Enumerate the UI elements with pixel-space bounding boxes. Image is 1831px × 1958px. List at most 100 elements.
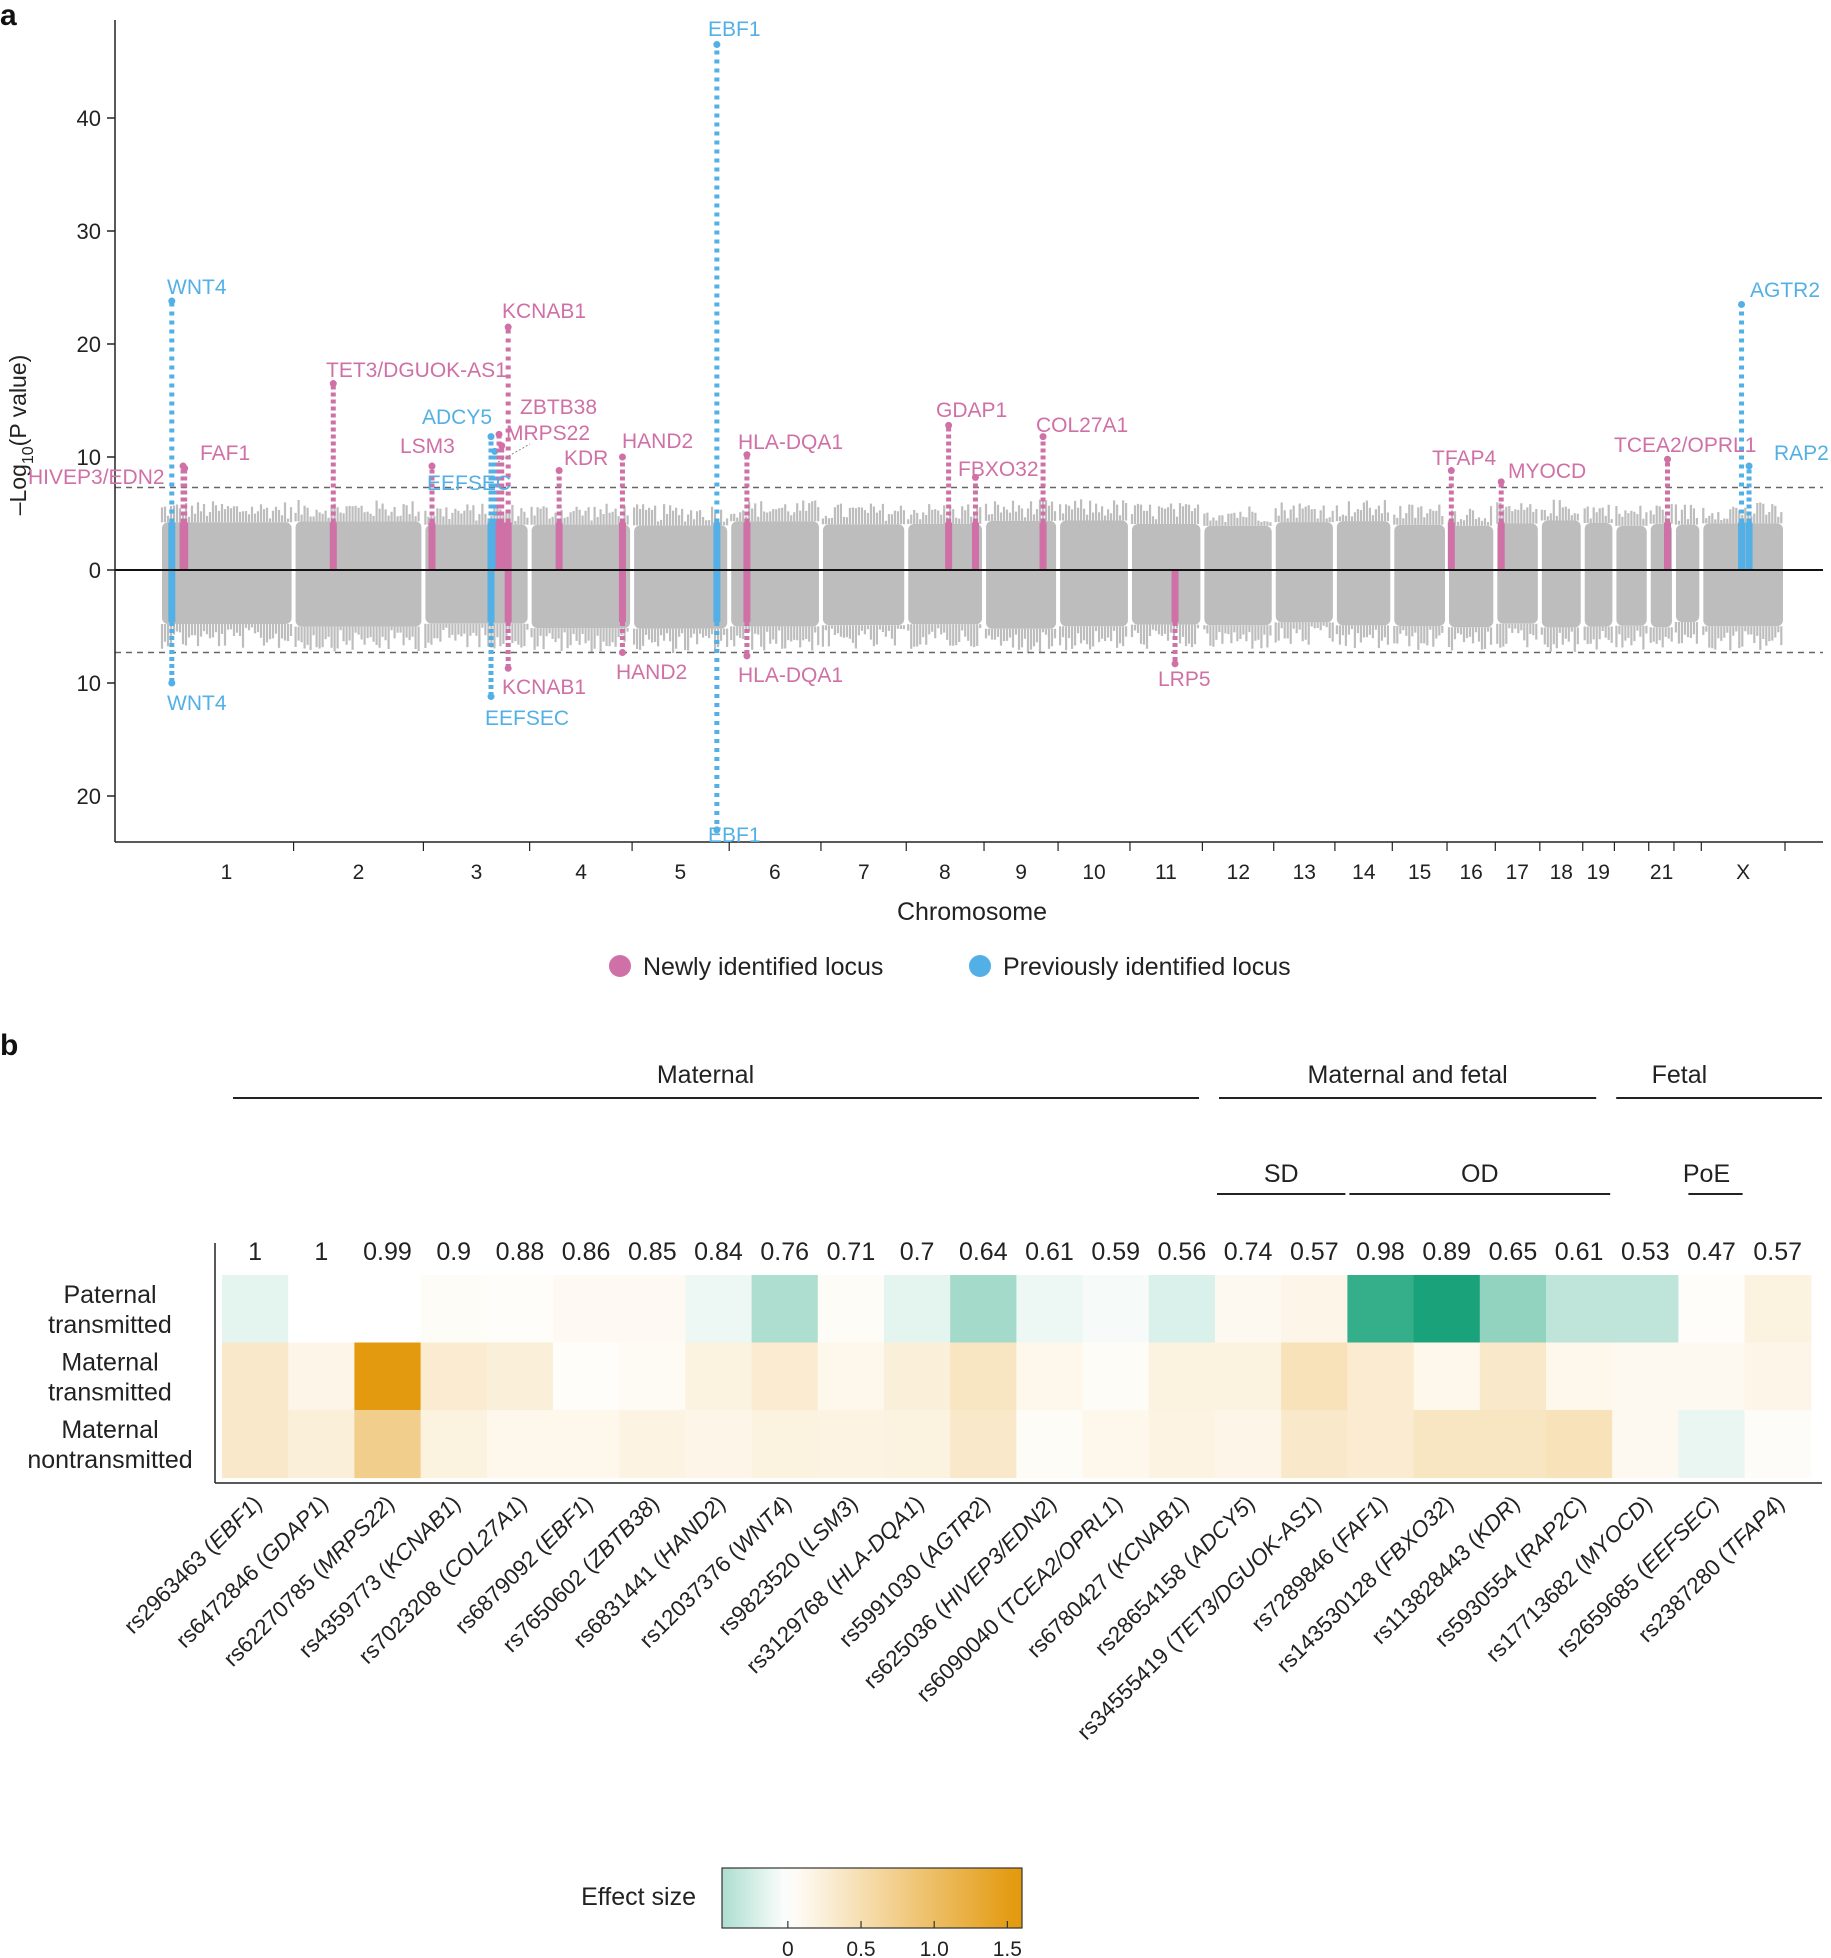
- gene-label-bottom-lrp5: LRP5: [1158, 668, 1211, 691]
- column-gene: TCEA2/OPRL1: [996, 1496, 1122, 1622]
- row-label-line1: Maternal: [61, 1348, 158, 1376]
- locus-peak-col27a1: [1039, 433, 1047, 441]
- chromosome-band-4: [531, 524, 631, 629]
- locus-peak-tcea2/oprl1: [1664, 455, 1672, 463]
- gene-label-bottom-hla-dqa1: HLA-DQA1: [738, 664, 843, 687]
- legend: Newly identified locus Previously identi…: [609, 953, 1291, 981]
- heatmap-cell: [817, 1410, 885, 1479]
- heatmap-cell: [1281, 1342, 1348, 1411]
- locus-bar-eefsec: [487, 570, 495, 622]
- heatmap-cell: [354, 1410, 422, 1479]
- locus-bar-hla-dqa1: [743, 570, 751, 622]
- heatmap-cell: [1148, 1275, 1216, 1344]
- chromosome-band-8: [908, 523, 983, 625]
- x-tick-label-7: 7: [858, 861, 870, 884]
- posterior-value: 0.64: [959, 1238, 1008, 1266]
- posterior-value: 0.53: [1621, 1238, 1670, 1266]
- x-tick-label-21: 21: [1650, 861, 1673, 884]
- column-snp: rs34555419 (: [1072, 1633, 1184, 1745]
- heatmap-cell: [1479, 1410, 1547, 1479]
- heatmap-cell: [288, 1275, 355, 1344]
- heatmap-cell: [619, 1275, 686, 1344]
- gene-label-top-faf1: FAF1: [200, 442, 250, 465]
- x-tick-label-1: 1: [221, 861, 233, 884]
- chromosome-band-X: [1703, 523, 1783, 627]
- heatmap-cell: [1678, 1342, 1746, 1411]
- heatmap-cell: [1744, 1410, 1812, 1479]
- heatmap-cell: [1082, 1410, 1150, 1479]
- gene-label-top-adcy5: ADCY5: [422, 406, 492, 429]
- gene-label-top-hand2: HAND2: [622, 430, 693, 453]
- chromosome-scatter-11: [1130, 503, 1200, 649]
- heatmap-cell: [1016, 1410, 1084, 1479]
- locus-peak-lsm3: [428, 462, 436, 470]
- posterior-value: 0.88: [496, 1238, 545, 1266]
- gene-label-top-kcnab1: KCNAB1: [502, 300, 586, 323]
- heatmap-cell: [222, 1410, 289, 1479]
- locus-bar-ebf1: [713, 522, 721, 570]
- chromosome-band-16: [1449, 525, 1494, 628]
- gene-label-top-hivep3/edn2: HIVEP3/EDN2: [28, 466, 165, 489]
- chromosome-scatter-17: [1496, 502, 1538, 648]
- group-label-1: Maternal and fetal: [1308, 1061, 1508, 1089]
- heatmap-cell: [1546, 1342, 1613, 1411]
- gene-label-top-tet3/dguok-as1: TET3/DGUOK-AS1: [326, 359, 507, 382]
- heatmap-cell: [553, 1275, 620, 1344]
- locus-peak-zbtb38: [495, 430, 503, 438]
- posterior-value: 0.85: [628, 1238, 677, 1266]
- chromosome-band-22: [1675, 524, 1700, 622]
- chromosome-band-17: [1497, 523, 1538, 624]
- gene-label-top-eefsec: EEFSEC: [427, 472, 511, 495]
- y-tick-label: 0: [89, 558, 101, 583]
- posterior-value: 0.9: [436, 1238, 471, 1266]
- locus-peak-hla-dqa1: [743, 451, 751, 459]
- chromosome-scatter-6: [730, 500, 820, 651]
- heatmap-cell: [1744, 1342, 1812, 1411]
- locus-peak-hla-dqa1: [743, 652, 751, 660]
- x-tick-label-16: 16: [1459, 861, 1482, 884]
- heatmap-cell: [884, 1342, 951, 1411]
- colorbar-tick-label: 1.0: [920, 1938, 949, 1958]
- chromosome-scatter-20: [1615, 505, 1648, 650]
- heatmap-cell: [1016, 1275, 1084, 1344]
- gene-label-top-tfap4: TFAP4: [1432, 447, 1497, 470]
- x-tick-label-9: 9: [1015, 861, 1027, 884]
- panel-label-a: a: [0, 0, 17, 32]
- heatmap-cell: [486, 1342, 554, 1411]
- gene-label-top-ebf1: EBF1: [708, 18, 761, 41]
- group-label-2: Fetal: [1652, 1061, 1708, 1089]
- x-tick-label-x: X: [1736, 861, 1750, 884]
- heatmap-cell: [950, 1275, 1017, 1344]
- heatmap-cell: [486, 1410, 554, 1479]
- heatmap-cell: [1612, 1342, 1679, 1411]
- legend-prev-label: Previously identified locus: [1003, 953, 1291, 981]
- locus-bar-tet3/dguok-as1: [329, 522, 337, 570]
- heatmap-cell: [751, 1410, 819, 1479]
- heatmap-panel: Maternal Maternal and fetal Fetal SD OD PoE 1 1…: [27, 1061, 1822, 1958]
- legend-prev-marker: [969, 955, 991, 977]
- row-label-line1: Paternal: [63, 1281, 156, 1309]
- x-tick-label-18: 18: [1550, 861, 1573, 884]
- posterior-value: 0.7: [900, 1238, 935, 1266]
- chromosome-scatter-22: [1674, 504, 1698, 644]
- locus-bar-tcea2/oprl1: [1664, 522, 1672, 570]
- heatmap-cell: [685, 1410, 753, 1479]
- locus-bar-kdr: [555, 522, 563, 570]
- chromosome-band-9: [986, 520, 1057, 629]
- locus-bar-col27a1: [1039, 522, 1047, 570]
- chromosome-band-10: [1060, 520, 1128, 627]
- posterior-value: 0.57: [1753, 1238, 1802, 1266]
- heatmap-cell: [1479, 1275, 1547, 1344]
- chromosome-scatter-3: [424, 503, 529, 649]
- chromosome-scatter-13: [1274, 502, 1334, 645]
- locus-peak-faf1: [181, 464, 189, 472]
- heatmap-cell: [1347, 1275, 1415, 1344]
- heatmap-cell: [420, 1410, 488, 1479]
- chromosome-scatter-12: [1203, 506, 1272, 649]
- locus-bar-gdap1: [945, 522, 953, 570]
- heatmap-cell: [1347, 1342, 1415, 1411]
- locus-peak-fbxo32: [971, 473, 979, 481]
- chromosome-scatter-4: [530, 503, 629, 653]
- posterior-value: 0.61: [1025, 1238, 1074, 1266]
